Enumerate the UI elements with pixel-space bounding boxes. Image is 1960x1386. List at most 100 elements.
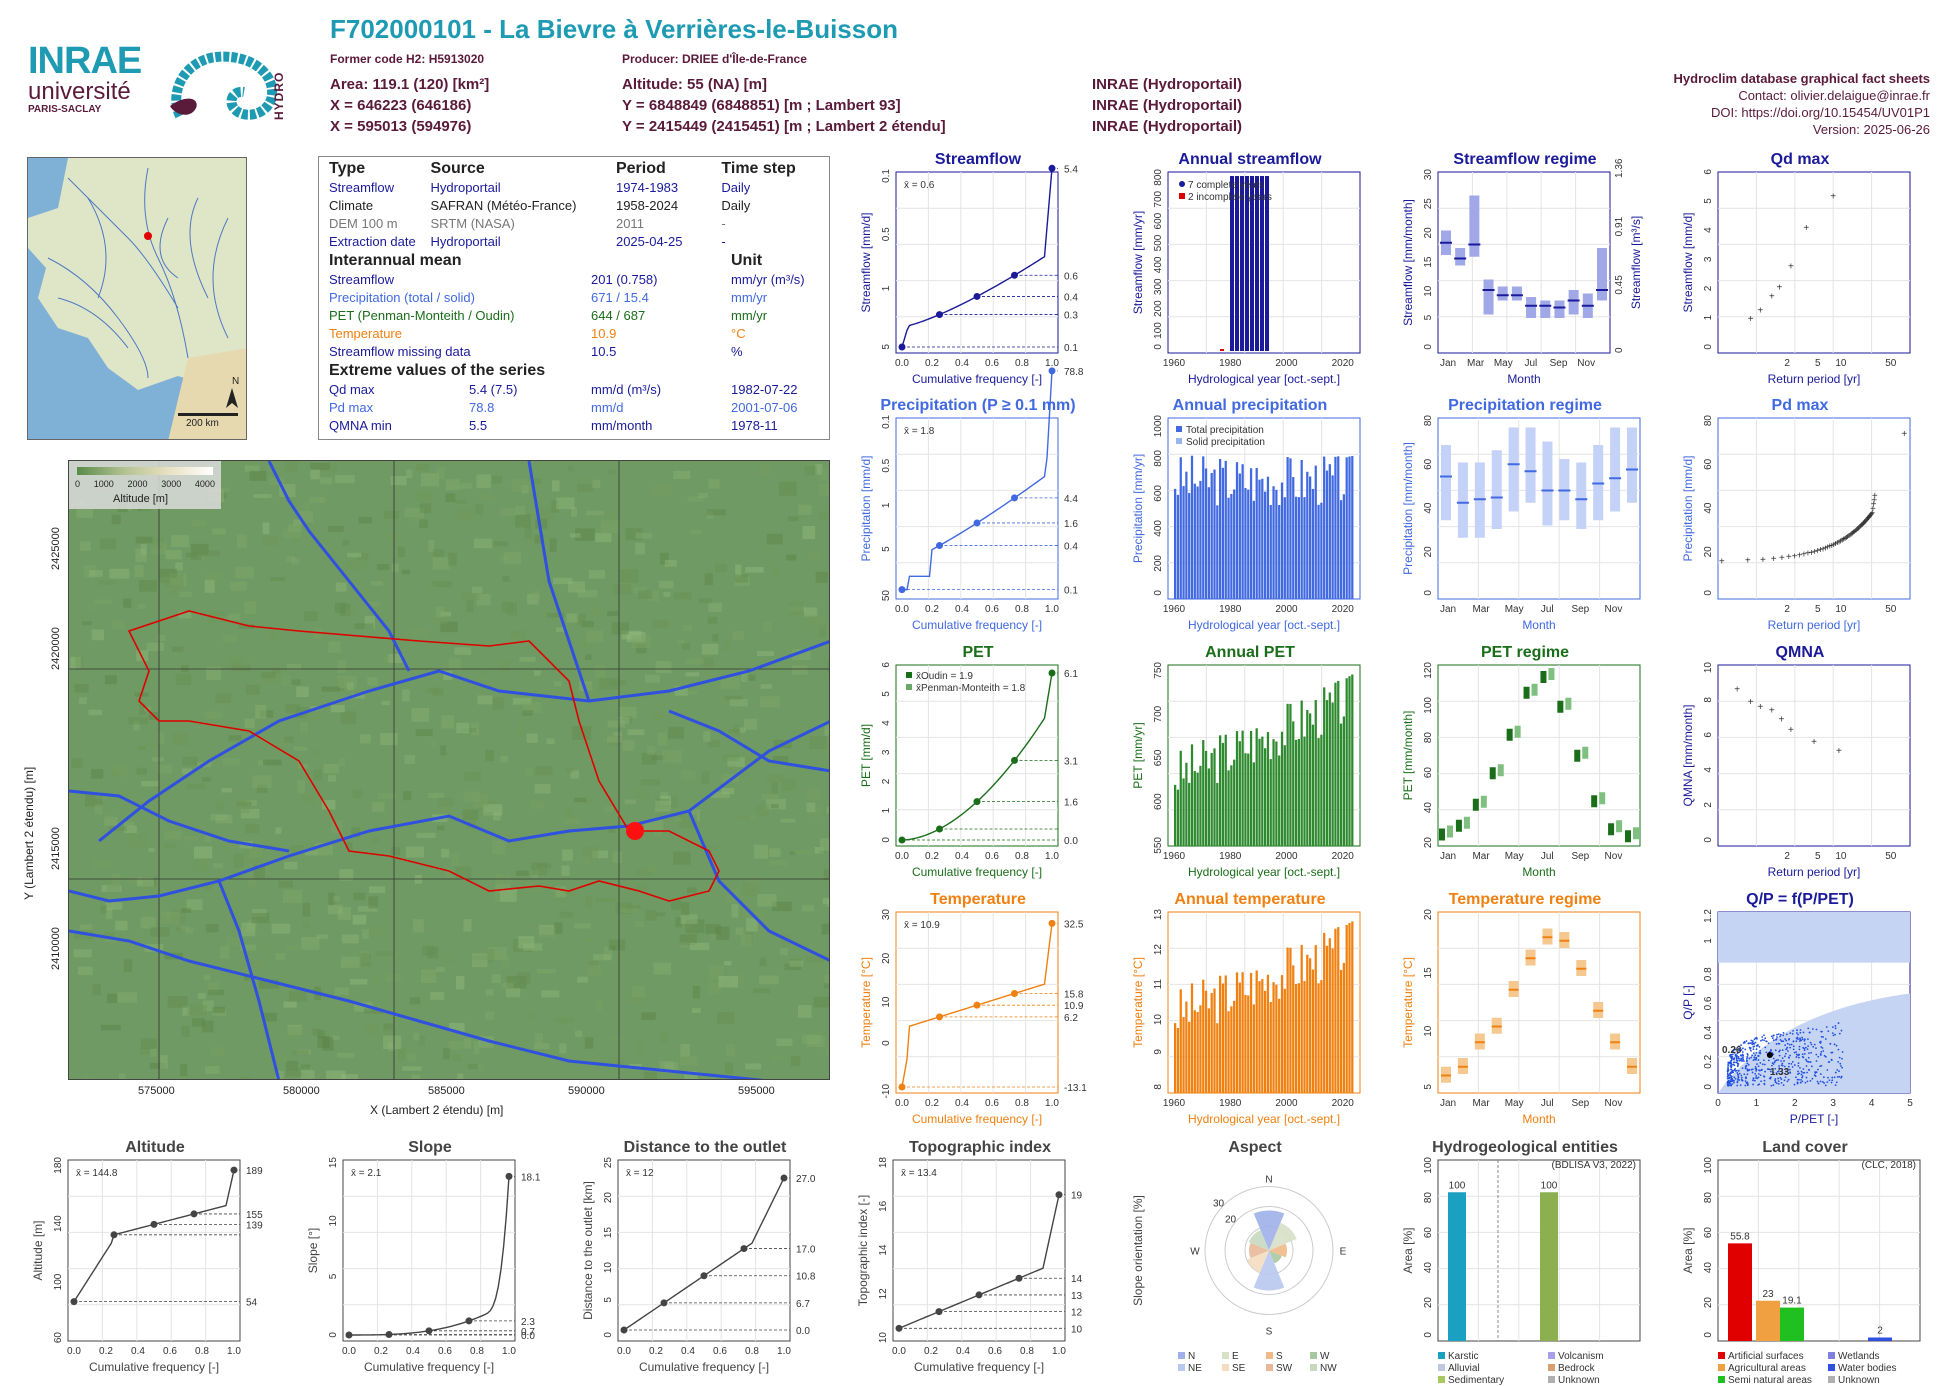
qp-point — [1795, 1040, 1798, 1043]
ytick: 400 — [1153, 256, 1164, 273]
terrain-cell — [477, 1064, 485, 1072]
qp-point — [1800, 1070, 1803, 1073]
annual-bar — [1309, 713, 1312, 846]
annual-bar — [1311, 488, 1315, 599]
legend-label: Solid precipitation — [1186, 437, 1265, 448]
mean-row: Streamflow missing data 10.5% — [329, 343, 819, 361]
terrain-cell — [556, 497, 575, 510]
mean-label: x̄ = 0.6 — [904, 180, 935, 191]
altitude-legend-title: Altitude [m] — [113, 493, 169, 505]
terrain-cell — [298, 763, 309, 769]
annual-bar — [1303, 981, 1306, 1093]
doi-link[interactable]: DOI: https://doi.org/10.15454/UV01P1 — [1711, 105, 1930, 120]
qp-point — [1784, 1038, 1787, 1040]
year-bar — [1240, 176, 1244, 351]
annual-bar — [1179, 457, 1182, 599]
pet-regime-box — [1506, 728, 1513, 741]
terrain-cell — [445, 485, 464, 490]
qp-point — [1755, 1052, 1758, 1054]
terrain-cell — [664, 559, 677, 567]
extreme-value: 5.4 (7.5) — [469, 382, 518, 397]
annual-bar — [1230, 765, 1233, 846]
logo-inrae-text: INRAE — [28, 40, 142, 82]
qp-point — [1747, 1042, 1750, 1045]
terrain-cell — [772, 755, 789, 764]
flow_regime-title: Streamflow regime — [1453, 151, 1596, 168]
terrain-cell — [337, 659, 346, 674]
annual-bar — [1289, 947, 1292, 1093]
terrain-cell — [249, 845, 263, 858]
terrain-cell — [506, 603, 518, 616]
qp-point — [1746, 1073, 1749, 1076]
terrain-cell — [555, 888, 568, 901]
terrain-cell — [230, 928, 239, 934]
ytick: 6 — [1703, 732, 1714, 738]
landcover-bar — [1756, 1300, 1780, 1341]
qp-point — [1788, 1043, 1791, 1046]
basin-outline — [127, 610, 720, 902]
terrain-cell — [819, 467, 828, 481]
qp-point — [1743, 1040, 1746, 1043]
ytick: 10 — [603, 1262, 614, 1274]
xtick: 0.0 — [895, 1098, 909, 1109]
terrain-cell — [675, 917, 682, 928]
qp-point — [1837, 1022, 1840, 1024]
terrain-cell — [111, 765, 129, 778]
pet-regime-box — [1608, 823, 1615, 836]
annual-bar — [1325, 700, 1329, 846]
hydrogeo-ylabel: Area [%] — [1401, 1227, 1415, 1273]
terrain-cell — [346, 684, 356, 694]
terrain-cell — [577, 589, 598, 598]
terrain-cell — [804, 607, 818, 617]
qp-point — [1789, 1032, 1792, 1035]
altitude: Altitude: 55 (NA) [m] — [622, 76, 767, 93]
terrain-cell — [804, 465, 817, 476]
temp-xlabel: Cumulative frequency [-] — [912, 1112, 1042, 1126]
ytick: 1 — [881, 285, 892, 291]
terrain-cell — [652, 484, 672, 496]
pet-regime-box — [1574, 749, 1581, 762]
terrain-cell — [607, 720, 626, 728]
altitude-ylabel: Altitude [m] — [31, 1220, 45, 1280]
terrain-cell — [296, 1049, 311, 1055]
terrain-cell — [74, 684, 89, 693]
terrain-cell — [319, 477, 333, 485]
terrain-cell — [376, 564, 390, 571]
annual-bar — [1328, 464, 1331, 599]
pd-point: + — [1852, 527, 1858, 538]
landcover-legend-label: Semi natural areas — [1728, 1375, 1812, 1386]
terrain-cell — [368, 886, 386, 893]
terrain-cell — [448, 658, 462, 671]
terrain-cell — [275, 953, 286, 961]
annual-bar — [1204, 990, 1208, 1093]
terrain-cell — [138, 604, 146, 610]
extreme-label: Pd max — [329, 400, 374, 415]
terrain-cell — [827, 898, 829, 907]
terrain-cell — [247, 656, 255, 662]
terrain-cell — [536, 863, 552, 869]
qp-point — [1760, 1080, 1763, 1083]
terrain-cell — [492, 697, 504, 710]
terrain-cell — [285, 1070, 305, 1077]
pd-point: + — [1866, 513, 1872, 524]
terrain-cell — [734, 576, 750, 586]
terrain-cell — [388, 653, 404, 663]
mean-label: x̄Oudin = 1.9 — [916, 671, 973, 682]
terrain-cell — [827, 659, 829, 673]
qp-point — [1840, 1075, 1843, 1078]
qp-point — [1759, 1062, 1762, 1064]
qp-xlabel: P/PET [-] — [1790, 1112, 1838, 1126]
qd-point: + — [1777, 283, 1783, 294]
temp_regime-frame — [1437, 911, 1641, 1094]
right-tick-label: 2.3 — [521, 1317, 535, 1328]
qd_max-frame — [1717, 171, 1911, 354]
logo-hydro-text: HYDRO — [272, 71, 286, 120]
qp-point — [1775, 1059, 1778, 1062]
terrain-cell — [354, 623, 374, 630]
terrain-cell — [244, 718, 255, 728]
terrain-cell — [742, 752, 753, 763]
qp-point — [1750, 1039, 1753, 1042]
terrain-cell — [609, 1057, 624, 1065]
basin-ytick: 2425000 — [50, 527, 62, 570]
qp-point — [1755, 1069, 1758, 1072]
